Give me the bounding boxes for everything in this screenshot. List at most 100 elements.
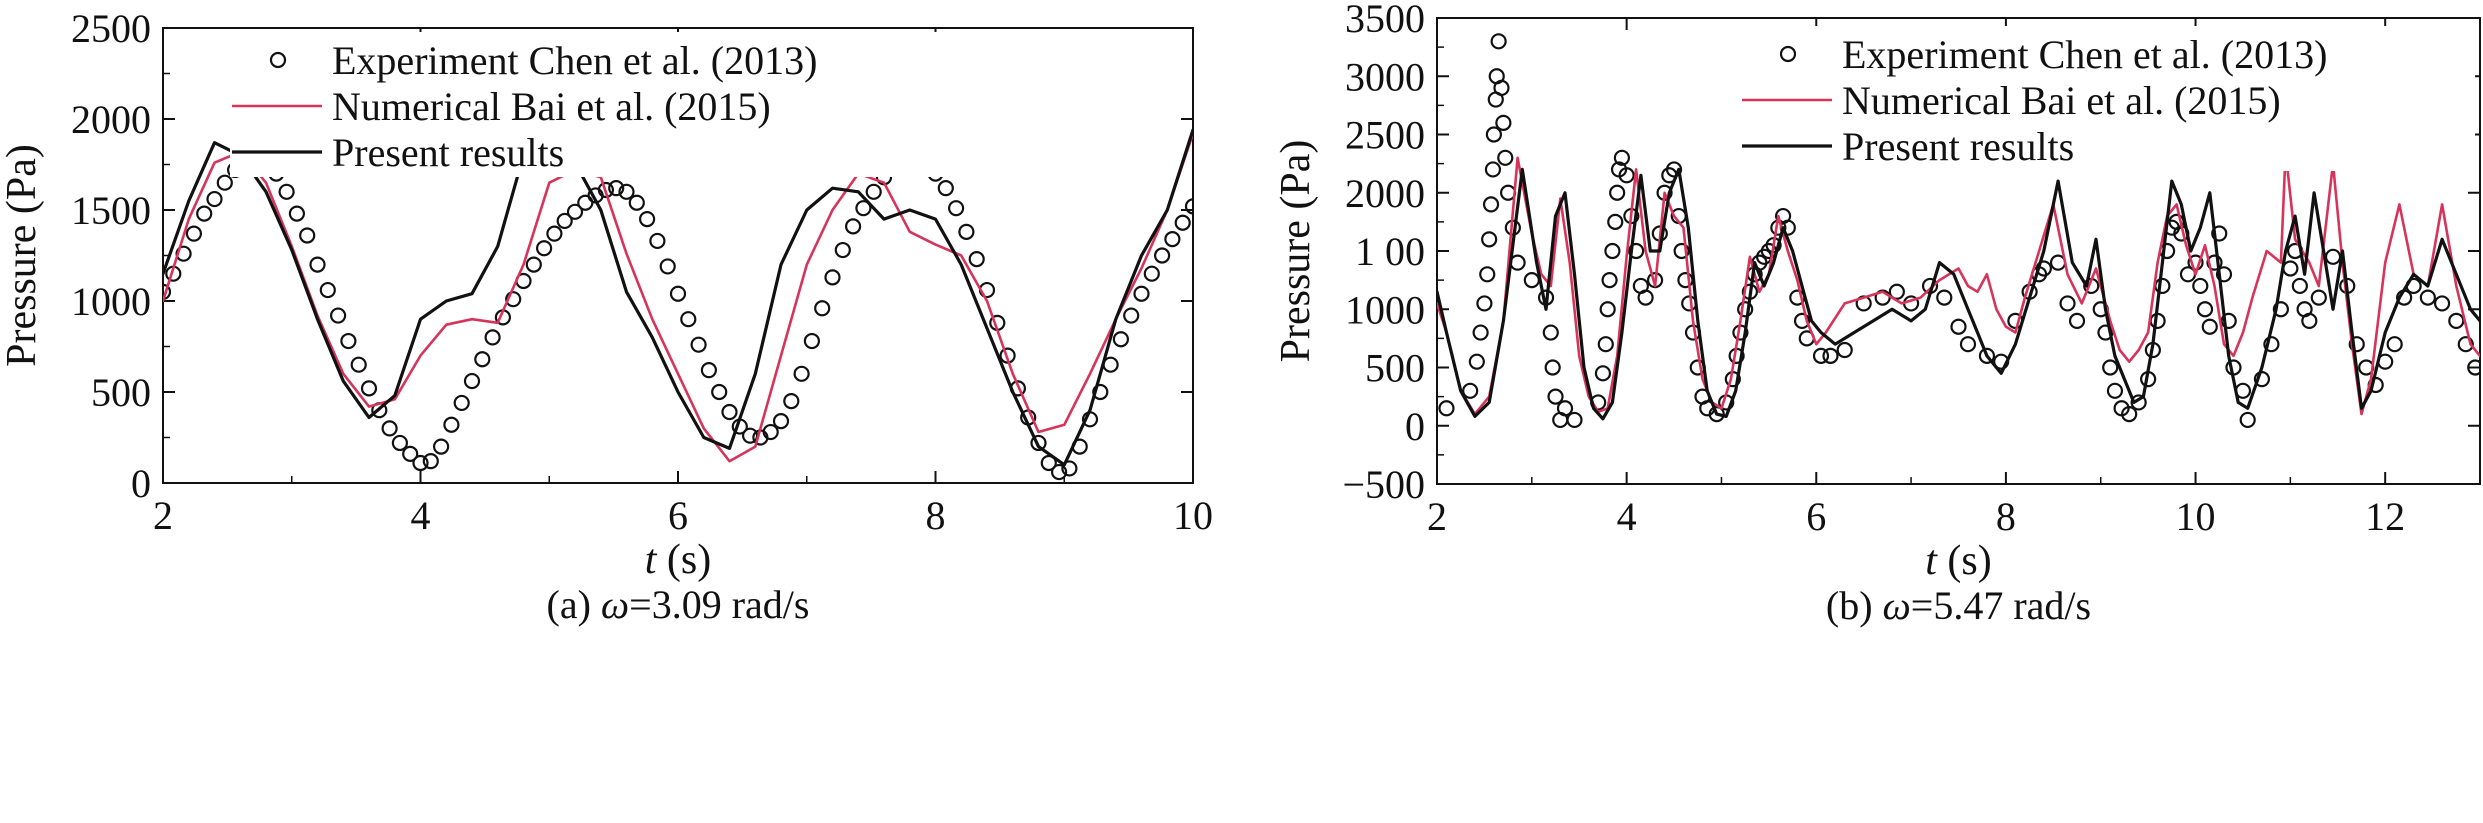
- experiment-point: [1628, 242, 1645, 260]
- x-tick-label: 2: [1427, 494, 1447, 539]
- experiment-point: [1184, 198, 1193, 215]
- experiment-point: [2310, 289, 2327, 306]
- experiment-point: [844, 218, 862, 235]
- experiment-point: [1164, 231, 1181, 248]
- experiment-point: [947, 200, 965, 217]
- x-tick-label: 6: [1806, 494, 1826, 539]
- y-tick-label: 2000: [1345, 171, 1425, 216]
- experiment-point: [2059, 295, 2076, 312]
- experiment-point: [422, 453, 439, 470]
- experiment-point: [2272, 301, 2289, 318]
- experiment-point: [566, 203, 584, 220]
- experiment-point: [402, 445, 419, 462]
- experiment-point: [608, 180, 625, 197]
- experiment-point: [1123, 307, 1140, 324]
- y-tick-label: 2000: [71, 97, 151, 142]
- experiment-point: [2211, 225, 2228, 242]
- experiment-point: [2301, 312, 2318, 329]
- present-results-line: [1437, 167, 2480, 421]
- experiment-point: [1495, 114, 1512, 131]
- experiment-point: [597, 181, 615, 199]
- caption-value: =5.47 rad/s: [1911, 583, 2091, 628]
- experiment-point: [433, 438, 450, 455]
- experiment-point: [1708, 406, 1725, 423]
- experiment-point: [319, 281, 336, 299]
- experiment-point: [2130, 394, 2147, 411]
- experiment-point: [1092, 383, 1109, 401]
- experiment-point: [680, 311, 697, 328]
- legend-label: Present results: [1842, 124, 2074, 169]
- experiment-point: [1481, 231, 1498, 248]
- chart-panel-1: 2 4 6 8 10 12 −500 0 500 1000 1 00 2000 2500 3000 3500…: [1273, 0, 2481, 628]
- experiment-point: [1737, 301, 1754, 318]
- x-tick-label: 8: [926, 493, 946, 538]
- x-tick-label: 4: [1617, 494, 1637, 539]
- x-axis-label: t (s): [1925, 538, 1992, 584]
- x-axis-label-symbol: t: [645, 537, 658, 583]
- x-tick-label: 10: [1173, 493, 1213, 538]
- experiment-point: [381, 420, 398, 437]
- experiment-point: [2192, 277, 2209, 295]
- experiment-point: [2263, 336, 2280, 353]
- experiment-point: [2419, 289, 2436, 306]
- legend-label: Numerical Bai et al. (2015): [332, 84, 771, 129]
- experiment-point: [700, 362, 718, 379]
- experiment-point: [1607, 213, 1624, 230]
- y-axis-label: Pressure (Pa): [0, 144, 45, 367]
- experiment-point: [412, 454, 429, 472]
- caption-symbol: ω: [1883, 583, 1911, 628]
- present-results-line: [163, 128, 1193, 467]
- experiment-point: [288, 205, 305, 222]
- figure-caption: (a) ω=3.09 rad/s: [547, 582, 810, 627]
- x-tick-label: 2: [153, 493, 173, 538]
- y-tick-label: 1000: [1345, 287, 1425, 332]
- experiment-point: [803, 332, 821, 350]
- experiment-point: [721, 403, 738, 421]
- experiment-point: [628, 194, 645, 211]
- legend: Experiment Chen et al. (2013)Numerical B…: [230, 32, 960, 177]
- experiment-point: [2291, 277, 2308, 295]
- experiment-point: [824, 269, 841, 286]
- experiment-point: [1959, 336, 1977, 353]
- caption-symbol: ω: [601, 582, 629, 627]
- experiment-point: [463, 372, 481, 390]
- experiment-point: [309, 256, 326, 273]
- experiment-point: [1544, 359, 1561, 376]
- figure-caption: (b) ω=5.47 rad/s: [1826, 583, 2091, 628]
- experiment-point: [1978, 347, 1996, 364]
- experiment-point: [2386, 336, 2403, 353]
- experiment-point: [669, 285, 687, 302]
- caption-prefix: (b): [1826, 583, 1883, 628]
- y-tick-label: 0: [131, 461, 151, 506]
- legend-background: [1740, 26, 2475, 171]
- experiment-point: [1601, 272, 1618, 289]
- experiment-point: [2348, 336, 2365, 353]
- x-axis-label-symbol: t: [1925, 538, 1938, 584]
- experiment-point: [1050, 463, 1068, 481]
- experiment-point: [350, 356, 367, 373]
- experiment-point: [2220, 312, 2237, 329]
- experiment-point: [1143, 265, 1160, 282]
- experiment-point: [2196, 301, 2214, 318]
- experiment-point: [1468, 353, 1485, 370]
- experiment-point: [391, 434, 408, 452]
- y-tick-label: 2500: [1345, 113, 1425, 158]
- y-tick-label: 500: [91, 370, 151, 415]
- legend-background: [230, 32, 960, 177]
- experiment-point: [1482, 196, 1500, 213]
- experiment-point: [1153, 247, 1171, 264]
- experiment-point: [1609, 184, 1626, 201]
- experiment-point: [1490, 33, 1507, 50]
- experiment-point: [216, 174, 233, 191]
- experiment-point: [1566, 411, 1583, 429]
- y-tick-label: 1500: [71, 188, 151, 233]
- legend-label: Present results: [332, 130, 564, 175]
- experiment-point: [2433, 295, 2451, 312]
- x-tick-label: 8: [1996, 494, 2016, 539]
- experiment-point: [1950, 318, 1967, 335]
- x-axis-label-unit: (s): [656, 537, 711, 583]
- experiment-point: [772, 413, 790, 430]
- experiment-point: [1618, 167, 1635, 184]
- experiment-point: [1822, 347, 1839, 364]
